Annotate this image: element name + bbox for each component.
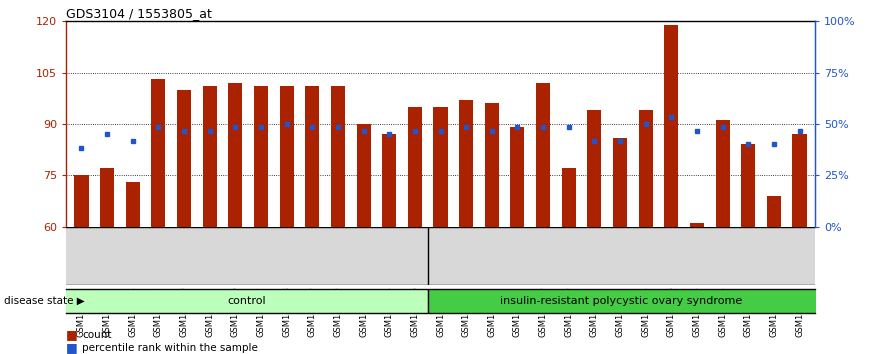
Bar [690,223,704,227]
Text: GDS3104 / 1553805_at: GDS3104 / 1553805_at [66,7,212,20]
Bar [305,86,319,227]
Bar [408,107,422,227]
Text: ■: ■ [66,328,78,341]
Bar [510,127,524,227]
Bar [613,138,627,227]
Bar [228,83,242,227]
Bar [459,100,473,227]
Bar [639,110,653,227]
Bar [766,196,781,227]
Bar [177,90,191,227]
Text: percentile rank within the sample: percentile rank within the sample [82,343,258,353]
Bar [254,86,268,227]
Bar [664,25,678,227]
Text: control: control [227,296,266,306]
Bar [382,134,396,227]
Bar [357,124,371,227]
Bar [562,169,576,227]
Text: count: count [82,330,111,339]
Bar [741,144,755,227]
Bar [588,110,602,227]
Bar [331,86,345,227]
Bar [279,86,293,227]
Bar [433,107,448,227]
Bar [203,86,217,227]
Bar [793,134,807,227]
Bar [100,169,115,227]
Text: disease state ▶: disease state ▶ [4,296,85,306]
Bar [715,120,729,227]
Bar [485,103,499,227]
Bar [152,79,166,227]
Bar [126,182,140,227]
Text: ■: ■ [66,341,78,354]
Bar [74,175,88,227]
Text: insulin-resistant polycystic ovary syndrome: insulin-resistant polycystic ovary syndr… [500,296,743,306]
Bar [536,83,550,227]
